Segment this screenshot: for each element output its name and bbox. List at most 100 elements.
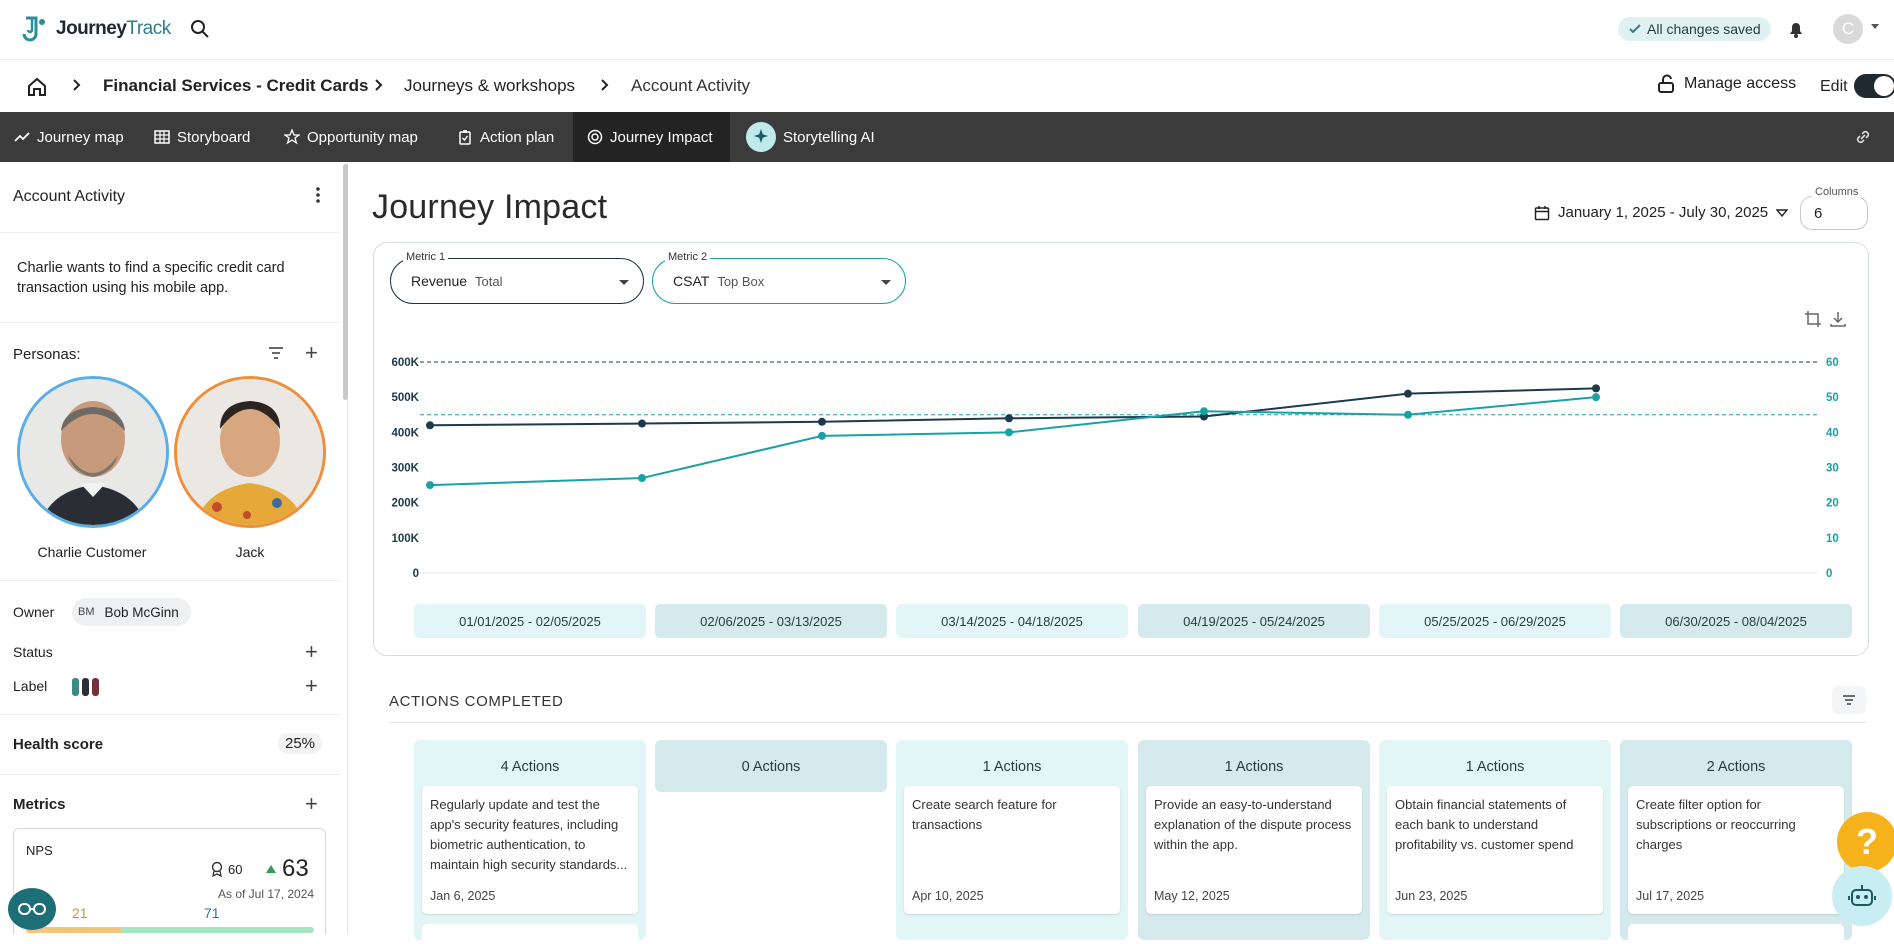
label-swatch[interactable] bbox=[92, 678, 99, 696]
y-right-tick-label: 0 bbox=[1826, 568, 1832, 580]
action-card-date: May 12, 2025 bbox=[1154, 889, 1230, 903]
brand-name: JourneyTrack bbox=[56, 18, 171, 39]
caret-down-icon bbox=[1776, 208, 1789, 217]
page-title: Journey Impact bbox=[372, 188, 608, 226]
edit-label: Edit bbox=[1820, 78, 1848, 95]
owner-chip[interactable]: BM Bob McGinn bbox=[72, 598, 191, 626]
home-icon[interactable] bbox=[26, 76, 48, 98]
calendar-icon bbox=[1534, 205, 1550, 220]
action-card-date: Jan 6, 2025 bbox=[430, 889, 496, 903]
period-chip[interactable]: 06/30/2025 - 08/04/2025 bbox=[1620, 604, 1852, 638]
y-right-tick-label: 40 bbox=[1826, 427, 1839, 439]
action-column: 4 Actions Regularly update and test the a… bbox=[414, 740, 646, 944]
add-status-button[interactable]: + bbox=[305, 639, 318, 664]
data-point-csat bbox=[1404, 410, 1412, 419]
period-chip[interactable]: 04/19/2025 - 05/24/2025 bbox=[1138, 604, 1370, 638]
actions-filter-button[interactable] bbox=[1832, 686, 1866, 714]
tab-storytelling-ai[interactable]: Storytelling AI bbox=[732, 112, 889, 162]
divider bbox=[0, 322, 340, 323]
caret-down-icon bbox=[619, 280, 629, 285]
sidebar-scrollbar[interactable] bbox=[343, 164, 348, 400]
persona-avatar-jack[interactable] bbox=[174, 376, 326, 528]
action-card[interactable] bbox=[422, 924, 638, 944]
add-persona-button[interactable]: + bbox=[305, 340, 318, 365]
persona-photo-jack bbox=[177, 379, 323, 525]
journey-description: Charlie wants to find a specific credit … bbox=[17, 260, 285, 296]
tab-storyboard[interactable]: Storyboard bbox=[140, 112, 264, 162]
app-logo[interactable]: JourneyTrack bbox=[20, 14, 171, 44]
crop-icon[interactable] bbox=[1804, 310, 1822, 328]
y-left-tick-label: 200K bbox=[392, 498, 420, 510]
metric1-select[interactable]: Metric 1 Revenue Total bbox=[390, 251, 644, 304]
tab-opportunity-map[interactable]: Opportunity map bbox=[270, 112, 432, 162]
download-icon[interactable] bbox=[1829, 310, 1847, 328]
save-status-badge: All changes saved bbox=[1618, 17, 1771, 41]
action-card[interactable]: Create search feature for transactions Ap… bbox=[904, 786, 1120, 914]
y-right-tick-label: 30 bbox=[1826, 463, 1839, 475]
caret-down-icon bbox=[881, 280, 891, 285]
help-button[interactable]: ? bbox=[1837, 812, 1894, 872]
nps-metric-card[interactable]: NPS 60 63 As of Jul 17, 2024 21 71 bbox=[13, 828, 326, 934]
impact-chart-card bbox=[373, 242, 1869, 656]
persona-name: Jack bbox=[235, 544, 265, 560]
period-chip[interactable]: 03/14/2025 - 04/18/2025 bbox=[896, 604, 1128, 638]
filter-icon[interactable] bbox=[268, 346, 284, 360]
top-bar: JourneyTrack All changes saved C bbox=[0, 0, 1894, 60]
label-swatch[interactable] bbox=[82, 678, 89, 696]
search-icon[interactable] bbox=[189, 18, 211, 40]
metric-as-of: As of Jul 17, 2024 bbox=[218, 887, 315, 901]
action-card-date: Jul 17, 2025 bbox=[1636, 889, 1705, 903]
glasses-fab-button[interactable] bbox=[8, 888, 56, 930]
link-icon[interactable] bbox=[1854, 128, 1872, 146]
action-card[interactable]: Create filter option for subscriptions o… bbox=[1628, 786, 1844, 914]
columns-input[interactable]: 6 bbox=[1800, 196, 1868, 230]
period-chip[interactable]: 01/01/2025 - 02/05/2025 bbox=[414, 604, 646, 638]
tab-action-plan[interactable]: Action plan bbox=[443, 112, 568, 162]
notifications-bell-icon[interactable] bbox=[1785, 18, 1807, 40]
action-card[interactable]: Regularly update and test the app's secu… bbox=[422, 786, 638, 914]
tab-journey-map[interactable]: Journey map bbox=[0, 112, 138, 162]
action-column: 2 Actions Create filter option for subscr… bbox=[1620, 740, 1852, 944]
sparkle-icon bbox=[746, 122, 776, 152]
assistant-bot-button[interactable] bbox=[1832, 866, 1892, 926]
robot-icon bbox=[1848, 885, 1876, 906]
breadcrumb-item-project[interactable]: Financial Services - Credit Cards bbox=[103, 76, 369, 95]
metric2-select[interactable]: Metric 2 CSAT Top Box bbox=[652, 251, 906, 304]
tab-journey-impact[interactable]: Journey Impact bbox=[573, 112, 730, 162]
y-left-tick-label: 600K bbox=[392, 357, 420, 369]
y-right-tick-label: 20 bbox=[1826, 498, 1839, 510]
action-card[interactable]: Obtain financial statements of each bank… bbox=[1387, 786, 1603, 914]
tab-label: Journey map bbox=[37, 128, 124, 146]
date-range-picker[interactable]: January 1, 2025 - July 30, 2025 bbox=[1534, 204, 1789, 221]
user-avatar[interactable]: C bbox=[1833, 14, 1863, 44]
metric1-value: Revenue bbox=[411, 273, 468, 289]
action-card[interactable]: Provide an easy-to-understand explanatio… bbox=[1146, 786, 1362, 914]
more-vertical-icon[interactable] bbox=[314, 186, 322, 204]
period-chip[interactable]: 02/06/2025 - 03/13/2025 bbox=[655, 604, 887, 638]
breadcrumb-item-journeys[interactable]: Journeys & workshops bbox=[404, 76, 576, 95]
manage-access-button[interactable]: Manage access bbox=[1656, 74, 1796, 94]
action-card[interactable] bbox=[1628, 924, 1844, 944]
chevron-right-icon bbox=[375, 79, 383, 91]
actions-heading: ACTIONS COMPLETED bbox=[389, 693, 564, 710]
label-swatch[interactable] bbox=[72, 678, 79, 696]
y-left-tick-label: 300K bbox=[392, 463, 420, 475]
metric-title: NPS bbox=[26, 843, 53, 858]
check-icon bbox=[1629, 24, 1641, 34]
edit-toggle[interactable] bbox=[1854, 74, 1894, 98]
persona-avatar-charlie[interactable] bbox=[17, 376, 169, 528]
add-metric-button[interactable]: + bbox=[305, 791, 318, 816]
metric1-label: Metric 1 bbox=[403, 251, 449, 263]
action-count: 1 Actions bbox=[1465, 759, 1525, 775]
journey-sidebar: Account Activity Charlie wants to find a… bbox=[0, 162, 348, 934]
health-score-value: 25% bbox=[278, 733, 323, 754]
add-label-button[interactable]: + bbox=[305, 673, 318, 698]
data-point-revenue bbox=[1005, 414, 1013, 423]
period-chip[interactable]: 05/25/2025 - 06/29/2025 bbox=[1379, 604, 1611, 638]
y-left-tick-label: 100K bbox=[392, 533, 420, 545]
action-card-text: Create filter option for subscriptions o… bbox=[1636, 797, 1796, 852]
action-card-date: Jun 23, 2025 bbox=[1395, 889, 1468, 903]
metric2-label: Metric 2 bbox=[665, 251, 711, 263]
action-column: 0 Actions bbox=[655, 740, 887, 792]
user-menu-caret-icon[interactable] bbox=[1871, 24, 1879, 29]
